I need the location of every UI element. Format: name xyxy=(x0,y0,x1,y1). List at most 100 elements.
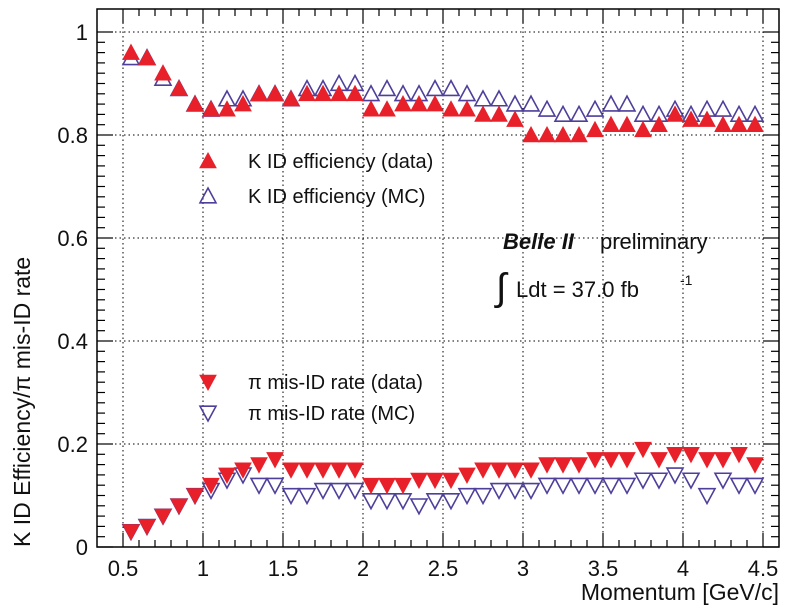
pi-misid-data-point xyxy=(715,453,731,468)
pi-misid-data-point xyxy=(315,463,331,478)
k-eff-mc-point xyxy=(587,101,603,116)
pi-misid-mc-point xyxy=(523,484,539,499)
y-tick-label: 0 xyxy=(76,535,88,560)
pi-misid-data-point xyxy=(299,463,315,478)
k-eff-data-point xyxy=(443,101,459,116)
k-eff-data-point xyxy=(587,122,603,137)
pi-misid-data-point xyxy=(251,458,267,473)
k-eff-data-point xyxy=(411,96,427,111)
pi-misid-mc-point xyxy=(267,478,283,493)
pi-misid-data-point xyxy=(139,520,155,535)
legend-upper: K ID efficiency (data) K ID efficiency (… xyxy=(200,151,433,208)
k-eff-data-point xyxy=(219,101,235,116)
k-eff-data-point xyxy=(539,127,555,142)
preliminary-label: preliminary xyxy=(600,229,708,254)
k-eff-mc-point xyxy=(475,91,491,106)
x-tick-label: 2 xyxy=(357,556,369,581)
pi-misid-mc-point xyxy=(667,468,683,483)
k-eff-data-point xyxy=(619,117,635,132)
x-tick-labels: 0.5 1 1.5 2 2.5 3 3.5 4 4.5 xyxy=(108,556,779,581)
k-eff-data-point xyxy=(187,96,203,111)
x-axis-title: Momentum [GeV/c] xyxy=(581,579,779,605)
legend-label-k-eff-data: K ID efficiency (data) xyxy=(248,151,433,173)
pi-misid-data-point xyxy=(171,499,187,514)
legend-label-pi-misid-mc: π mis-ID rate (MC) xyxy=(248,403,415,425)
y-tick-label: 0.6 xyxy=(57,226,88,251)
pi-misid-data-point xyxy=(699,453,715,468)
k-eff-data-point xyxy=(427,96,443,111)
k-eff-data-point xyxy=(555,127,571,142)
pi-misid-data-point xyxy=(395,478,411,493)
axis-ticks xyxy=(97,9,779,547)
pi-misid-mc-point xyxy=(603,478,619,493)
k-eff-data-point xyxy=(715,117,731,132)
k-eff-data-point xyxy=(251,86,267,101)
k-eff-data-point xyxy=(459,101,475,116)
x-tick-label: 0.5 xyxy=(108,556,139,581)
k-eff-mc-point xyxy=(459,86,475,101)
k-eff-mc-point xyxy=(555,106,571,121)
legend-lower: π mis-ID rate (data) π mis-ID rate (MC) xyxy=(200,372,423,425)
pi-misid-mc-point xyxy=(539,478,555,493)
pi-misid-data-point xyxy=(235,463,251,478)
pi-misid-mc-point xyxy=(347,484,363,499)
k-eff-mc-point xyxy=(619,96,635,111)
luminosity-exponent: -1 xyxy=(680,272,693,288)
pi-misid-data-point xyxy=(491,463,507,478)
k-eff-data-point xyxy=(507,112,523,127)
y-tick-label: 0.2 xyxy=(57,432,88,457)
pi-misid-mc-point xyxy=(443,494,459,509)
pi-misid-data-point xyxy=(587,453,603,468)
pi-misid-mc-point xyxy=(411,499,427,514)
legend-marker-k-eff-mc xyxy=(200,188,216,203)
belle-ii-label: Belle II xyxy=(503,229,575,254)
k-eff-mc-point xyxy=(603,96,619,111)
k-eff-data-point xyxy=(315,86,331,101)
pi-misid-data-point xyxy=(203,478,219,493)
k-eff-data-point xyxy=(475,106,491,121)
pi-misid-mc-point xyxy=(507,484,523,499)
pi-misid-mc-point xyxy=(491,484,507,499)
pi-misid-mc-point xyxy=(315,484,331,499)
pi-misid-data-point xyxy=(683,448,699,463)
pi-misid-data-point xyxy=(539,458,555,473)
k-eff-data-point xyxy=(203,101,219,116)
belle-annotation: Belle II preliminary ∫ Ldt = 37.0 fb -1 xyxy=(494,229,708,309)
plot-frame xyxy=(97,9,779,547)
k-eff-data-point xyxy=(123,45,139,60)
k-eff-mc-point xyxy=(443,81,459,96)
pi-misid-mc-point xyxy=(715,473,731,488)
pi-misid-data-point xyxy=(155,509,171,524)
pi-misid-data-point xyxy=(747,458,763,473)
k-eff-data-point xyxy=(363,101,379,116)
pi-misid-mc-point xyxy=(251,478,267,493)
k-eff-data-point xyxy=(747,117,763,132)
legend-marker-pi-misid-mc xyxy=(200,406,216,421)
k-eff-data-point xyxy=(395,96,411,111)
pi-misid-data-point xyxy=(427,473,443,488)
k-eff-data-point xyxy=(635,122,651,137)
pi-misid-data-point xyxy=(555,458,571,473)
pi-misid-mc-point xyxy=(651,473,667,488)
y-axis-title: K ID Efficiency/π mis-ID rate xyxy=(9,257,35,547)
k-eff-data-point xyxy=(667,106,683,121)
y-tick-labels: 0 0.2 0.4 0.6 0.8 1 xyxy=(57,20,88,560)
pi-misid-mc-point xyxy=(299,489,315,504)
k-eff-data-point xyxy=(331,86,347,101)
x-tick-label: 1.5 xyxy=(268,556,299,581)
pi-misid-data-point xyxy=(267,453,283,468)
pi-misid-mc-point xyxy=(379,494,395,509)
pi-misid-mc-point xyxy=(363,494,379,509)
k-eff-data-point xyxy=(299,86,315,101)
pi-misid-mc-point xyxy=(283,489,299,504)
y-tick-label: 1 xyxy=(76,20,88,45)
pi-misid-mc-point xyxy=(571,478,587,493)
k-eff-mc-point xyxy=(539,101,555,116)
x-tick-label: 4 xyxy=(677,556,689,581)
k-eff-data-point xyxy=(267,86,283,101)
x-tick-label: 3.5 xyxy=(588,556,619,581)
legend-label-pi-misid-data: π mis-ID rate (data) xyxy=(248,372,423,394)
pi-misid-mc-point xyxy=(683,473,699,488)
k-eff-mc-point xyxy=(363,86,379,101)
